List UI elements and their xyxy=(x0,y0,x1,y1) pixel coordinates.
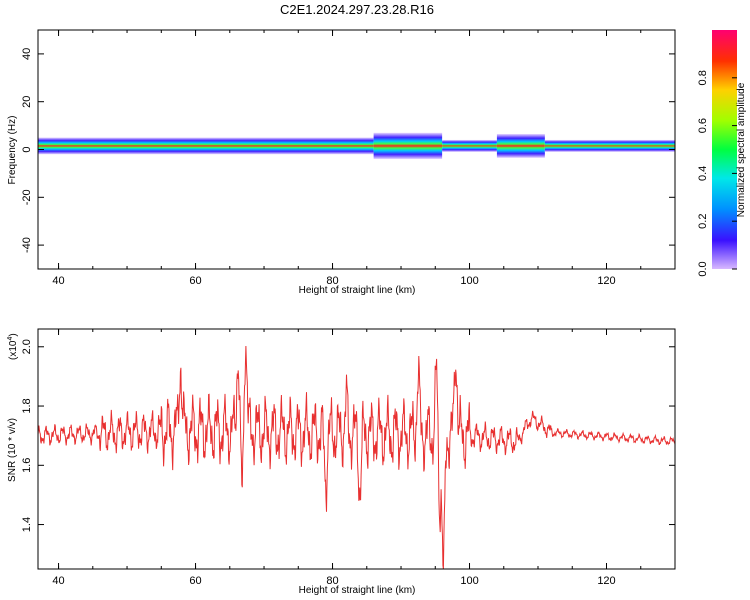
snr-xtick-label-3: 100 xyxy=(460,575,478,587)
colorbar-tick-label-3: 0.6 xyxy=(697,118,709,133)
heatmap-band-segment-0 xyxy=(38,137,374,155)
snr-ticks: 40 60 80 100 120 1.4 1.6 1.8 2.0 xyxy=(21,329,676,587)
spec-ytick-label-2: 0 xyxy=(21,146,33,152)
snr-xtick-label-0: 40 xyxy=(52,575,64,587)
spec-xtick-label-1: 60 xyxy=(189,275,201,287)
snr-frame xyxy=(37,328,676,570)
spec-ytick-label-1: -20 xyxy=(21,189,33,205)
spectrogram-ticks: 40 60 80 100 120 -40 -20 0 20 40 xyxy=(21,30,676,287)
snr-scale-exp: 4 xyxy=(7,337,14,341)
spec-xtick-label-2: 80 xyxy=(326,275,338,287)
snr-y-label: SNR (10 * v/v) xyxy=(7,418,18,482)
snr-x-label: Height of straight line (km) xyxy=(299,585,416,596)
colorbar-tick-label-2: 0.4 xyxy=(697,166,709,181)
spec-ytick-label-0: -40 xyxy=(21,237,33,253)
svg-text:(x104): (x104) xyxy=(7,333,19,360)
colorbar: 0.0 0.2 0.4 0.6 0.8 Normalized spectral ampl… xyxy=(697,30,747,277)
colorbar-tick-label-1: 0.2 xyxy=(697,214,709,229)
snr-xtick-label-4: 120 xyxy=(597,575,615,587)
snr-ytick-label-0: 1.4 xyxy=(21,517,33,532)
colorbar-tick-label-0: 0.0 xyxy=(697,261,709,276)
spectrogram-y-label: Frequency (Hz) xyxy=(7,116,18,185)
chart-title: C2E1.2024.297.23.28.R16 xyxy=(280,2,434,17)
spectrogram-panel: 40 60 80 100 120 -40 -20 0 20 40 Height of straig… xyxy=(7,29,676,296)
snr-scale-base: (x10 xyxy=(8,340,19,360)
heatmap-band-segment-3 xyxy=(496,133,545,158)
snr-xtick-label-1: 60 xyxy=(189,575,201,587)
colorbar-ticks: 0.0 0.2 0.4 0.6 0.8 xyxy=(697,70,737,277)
spec-xtick-label-3: 100 xyxy=(460,275,478,287)
heatmap-band xyxy=(38,132,675,160)
heatmap-band-segment-4 xyxy=(544,139,675,152)
spectrogram-x-label: Height of straight line (km) xyxy=(299,285,416,296)
snr-panel: 40 60 80 100 120 1.4 1.6 1.8 2.0 Height of strai… xyxy=(7,328,676,596)
heatmap-band-segment-1 xyxy=(373,132,443,160)
spec-xtick-label-0: 40 xyxy=(52,275,64,287)
spec-xtick-label-4: 120 xyxy=(597,275,615,287)
snr-ytick-label-2: 1.8 xyxy=(21,398,33,413)
snr-scale-label: (x104) xyxy=(7,333,19,360)
snr-ytick-label-3: 2.0 xyxy=(21,339,33,354)
snr-xtick-label-2: 80 xyxy=(326,575,338,587)
colorbar-gradient xyxy=(712,30,737,269)
snr-series-line xyxy=(37,345,676,570)
heatmap-band-segment-2 xyxy=(442,139,497,152)
spec-ytick-label-4: 40 xyxy=(21,48,33,60)
snr-ytick-label-1: 1.6 xyxy=(21,458,33,473)
spec-ytick-label-3: 20 xyxy=(21,96,33,108)
colorbar-tick-label-4: 0.8 xyxy=(697,70,709,85)
colorbar-label: Normalized spectral amplitude xyxy=(736,82,747,217)
